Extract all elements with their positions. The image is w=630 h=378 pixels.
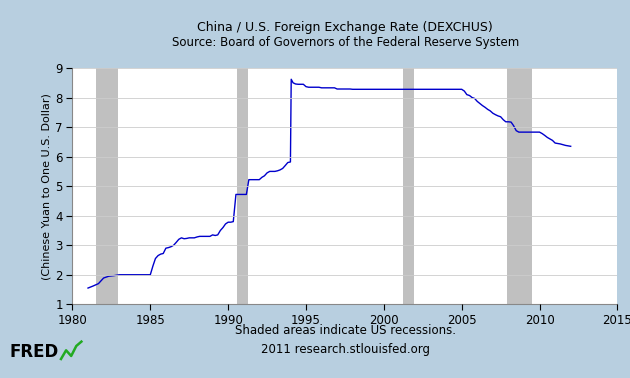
Bar: [507, 68, 532, 304]
Text: FRED: FRED: [10, 344, 59, 361]
Text: Source: Board of Governors of the Federal Reserve System: Source: Board of Governors of the Federa…: [171, 36, 519, 49]
Text: China / U.S. Foreign Exchange Rate (DEXCHUS): China / U.S. Foreign Exchange Rate (DEXC…: [197, 21, 493, 34]
Bar: [237, 68, 248, 304]
Bar: [403, 68, 414, 304]
Text: Shaded areas indicate US recessions.
2011 research.stlouisfed.org: Shaded areas indicate US recessions. 201…: [235, 324, 455, 356]
Y-axis label: (Chinese Yuan to One U.S. Dollar): (Chinese Yuan to One U.S. Dollar): [41, 93, 51, 280]
Bar: [96, 68, 118, 304]
